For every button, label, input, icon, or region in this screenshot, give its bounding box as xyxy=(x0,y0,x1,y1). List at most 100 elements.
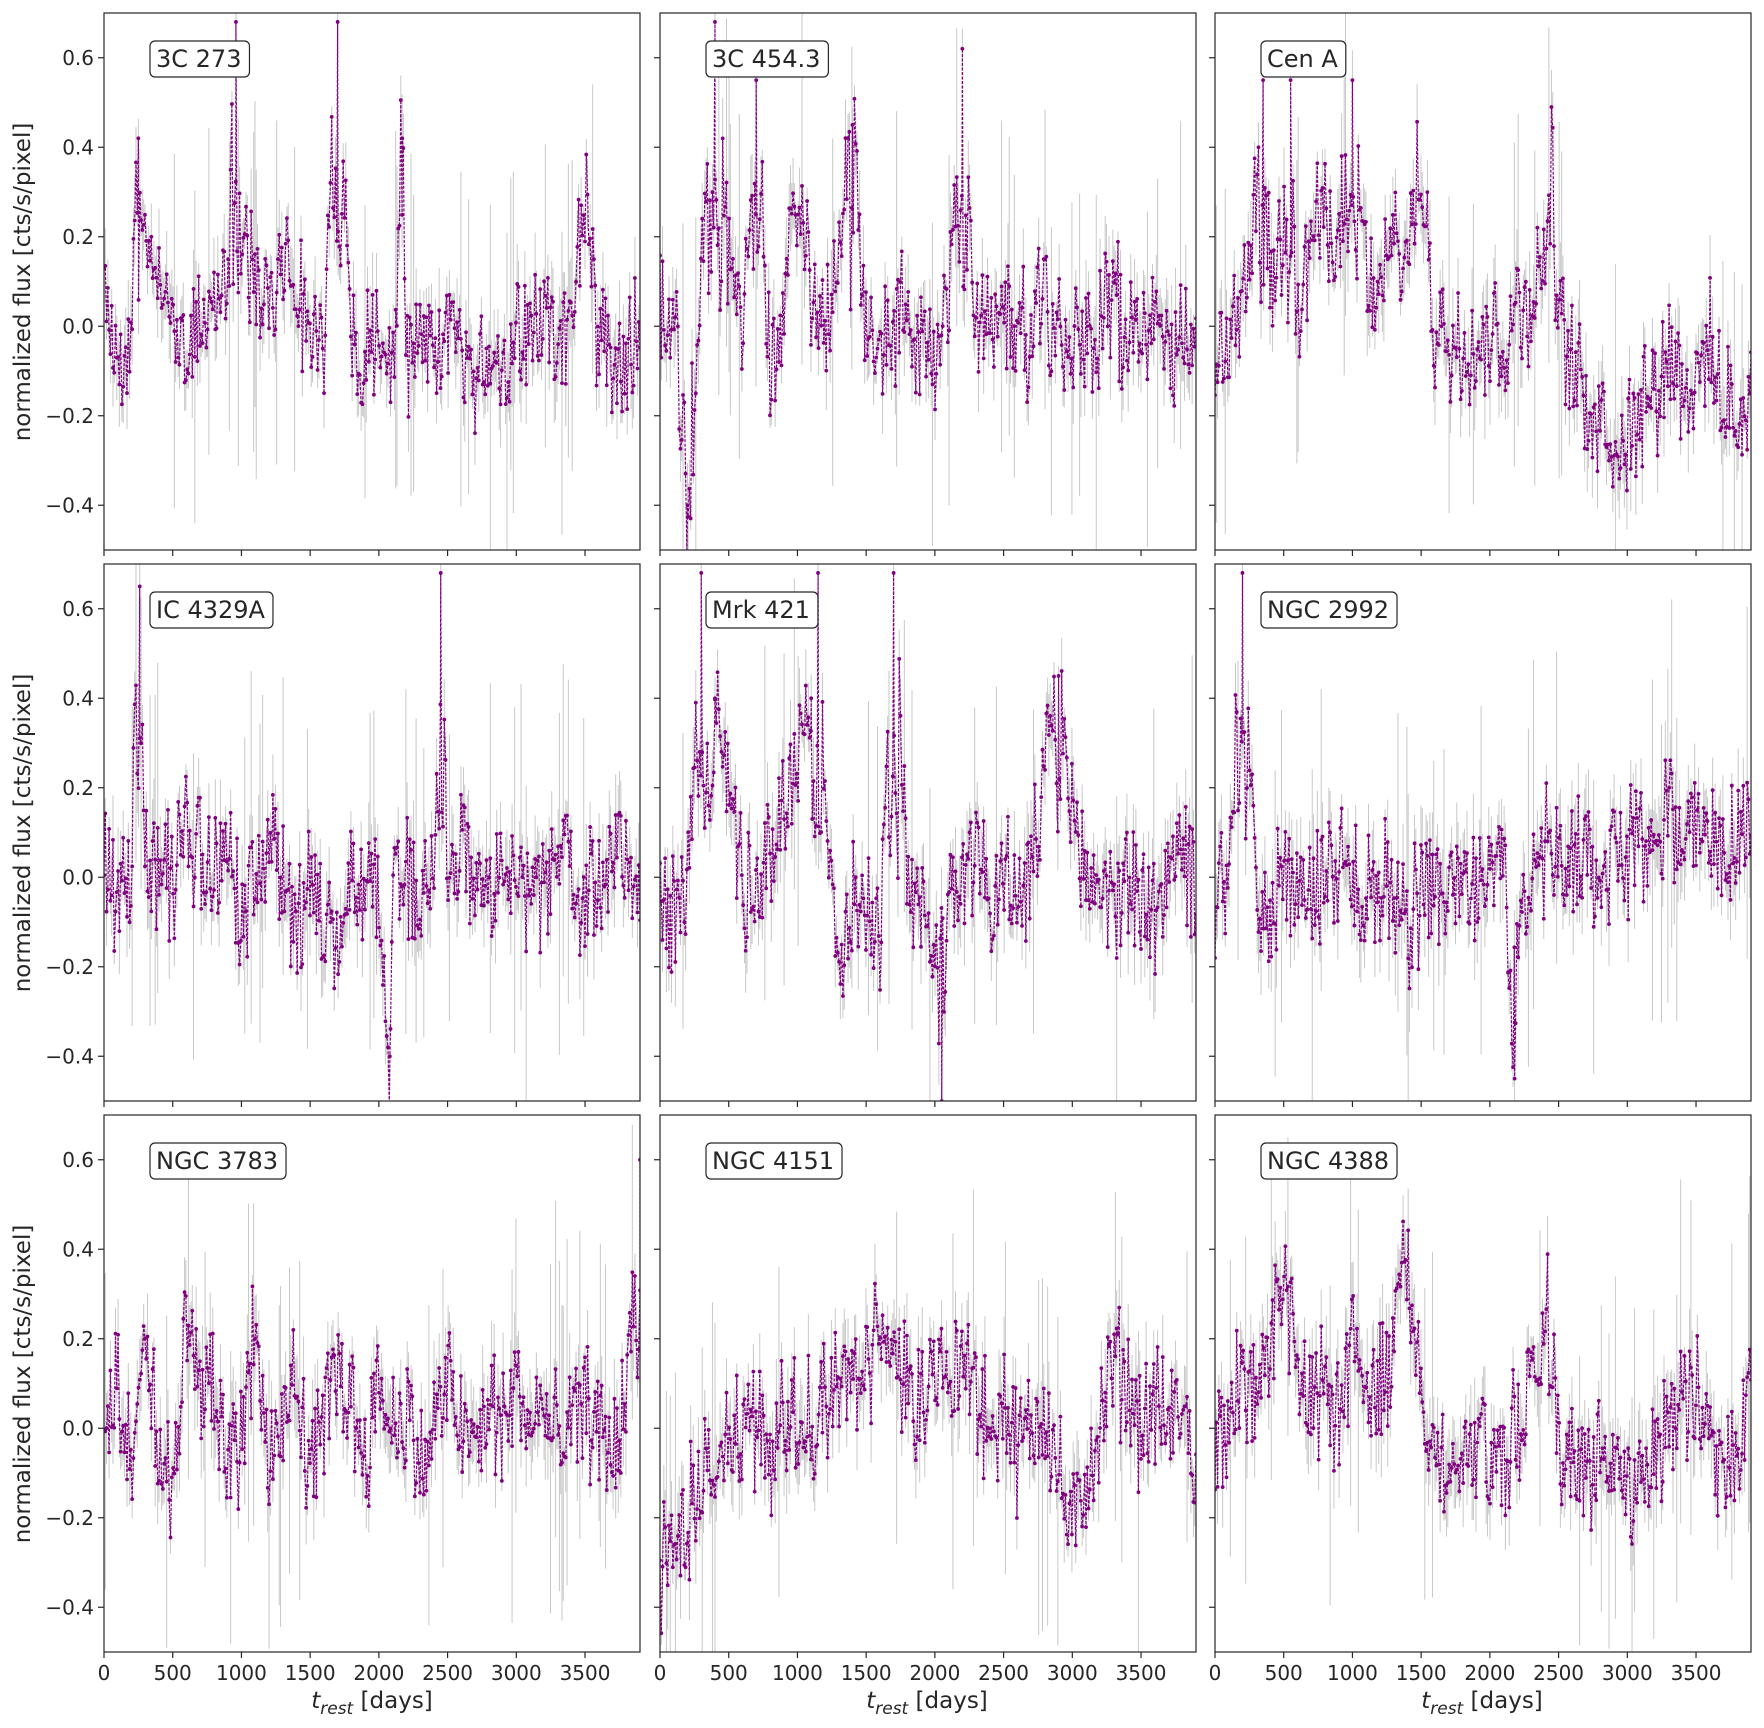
data-point xyxy=(116,355,120,359)
data-point xyxy=(117,382,122,387)
data-point xyxy=(1388,226,1393,231)
data-point xyxy=(479,314,484,319)
data-point xyxy=(1185,347,1189,352)
data-point xyxy=(1031,869,1036,874)
data-point xyxy=(676,878,680,883)
data-point xyxy=(1002,320,1007,325)
data-point xyxy=(755,250,760,254)
data-point xyxy=(1474,856,1478,861)
data-point xyxy=(828,348,833,353)
data-point xyxy=(621,334,626,339)
data-point xyxy=(1292,922,1297,927)
data-point xyxy=(1132,943,1137,948)
data-point xyxy=(1541,227,1546,232)
data-point xyxy=(1431,363,1436,368)
data-point xyxy=(711,225,716,230)
data-point xyxy=(352,910,357,915)
data-point xyxy=(612,363,617,367)
data-point xyxy=(208,296,213,301)
data-point xyxy=(1279,293,1284,297)
data-point xyxy=(1699,353,1704,358)
data-point xyxy=(1695,351,1700,356)
data-point xyxy=(506,897,511,902)
data-point xyxy=(315,368,320,372)
data-point xyxy=(1162,913,1166,917)
data-point xyxy=(1546,193,1551,198)
data-point xyxy=(198,344,202,348)
data-point xyxy=(621,883,626,888)
data-point xyxy=(1321,225,1326,230)
data-point xyxy=(975,820,980,825)
data-point xyxy=(528,888,532,892)
data-point xyxy=(1269,954,1274,959)
data-point xyxy=(852,902,857,907)
data-point xyxy=(1351,859,1356,864)
data-point xyxy=(1091,853,1096,858)
data-point xyxy=(1283,250,1288,255)
data-point xyxy=(1305,318,1310,323)
data-point xyxy=(861,263,866,268)
data-point xyxy=(807,735,812,740)
data-point xyxy=(1543,281,1547,286)
data-point xyxy=(1087,906,1092,911)
data-point xyxy=(622,391,627,396)
data-point xyxy=(260,839,265,844)
data-point xyxy=(1667,303,1672,308)
data-point xyxy=(443,310,448,315)
data-point xyxy=(433,832,438,837)
data-point xyxy=(925,924,930,928)
data-point xyxy=(1642,343,1647,348)
data-point xyxy=(1112,280,1117,285)
data-point xyxy=(1076,327,1081,332)
data-point xyxy=(1066,355,1070,359)
data-point xyxy=(1550,125,1555,130)
data-point xyxy=(1350,78,1355,83)
data-point xyxy=(145,264,150,269)
data-point xyxy=(414,302,419,307)
data-point xyxy=(1306,888,1311,892)
data-point xyxy=(137,584,142,589)
data-point xyxy=(1021,264,1026,269)
data-point xyxy=(566,839,571,844)
data-point xyxy=(770,827,775,832)
data-point xyxy=(120,402,124,407)
data-point xyxy=(821,341,826,345)
data-point xyxy=(539,353,544,357)
data-point xyxy=(777,776,781,781)
data-point xyxy=(585,192,590,197)
data-point xyxy=(1136,359,1141,364)
data-point xyxy=(159,306,164,310)
data-point xyxy=(217,296,222,301)
data-point xyxy=(1307,845,1312,850)
data-point xyxy=(1599,398,1604,402)
data-point xyxy=(782,817,786,822)
data-point xyxy=(246,295,251,300)
data-point xyxy=(336,229,341,234)
data-point xyxy=(524,382,529,387)
data-point xyxy=(869,295,873,300)
data-point xyxy=(387,1102,391,1106)
data-point xyxy=(1506,381,1510,386)
data-point xyxy=(1412,241,1417,246)
data-point xyxy=(1273,921,1278,926)
data-point xyxy=(947,890,952,894)
data-point xyxy=(1686,430,1691,434)
data-point xyxy=(318,303,323,308)
data-point xyxy=(810,817,815,821)
data-point xyxy=(571,325,576,330)
data-point xyxy=(1075,305,1079,310)
data-point xyxy=(594,924,599,928)
data-point xyxy=(262,866,266,871)
data-point xyxy=(497,875,502,880)
data-point xyxy=(1187,370,1192,375)
data-point xyxy=(493,918,498,923)
data-point xyxy=(402,276,407,281)
data-point xyxy=(343,178,348,183)
data-point xyxy=(1178,847,1183,852)
data-point xyxy=(256,268,261,273)
data-point xyxy=(957,894,962,899)
data-point xyxy=(538,287,543,292)
data-point xyxy=(1330,260,1335,265)
data-point xyxy=(1508,294,1513,299)
data-point xyxy=(1172,878,1177,882)
